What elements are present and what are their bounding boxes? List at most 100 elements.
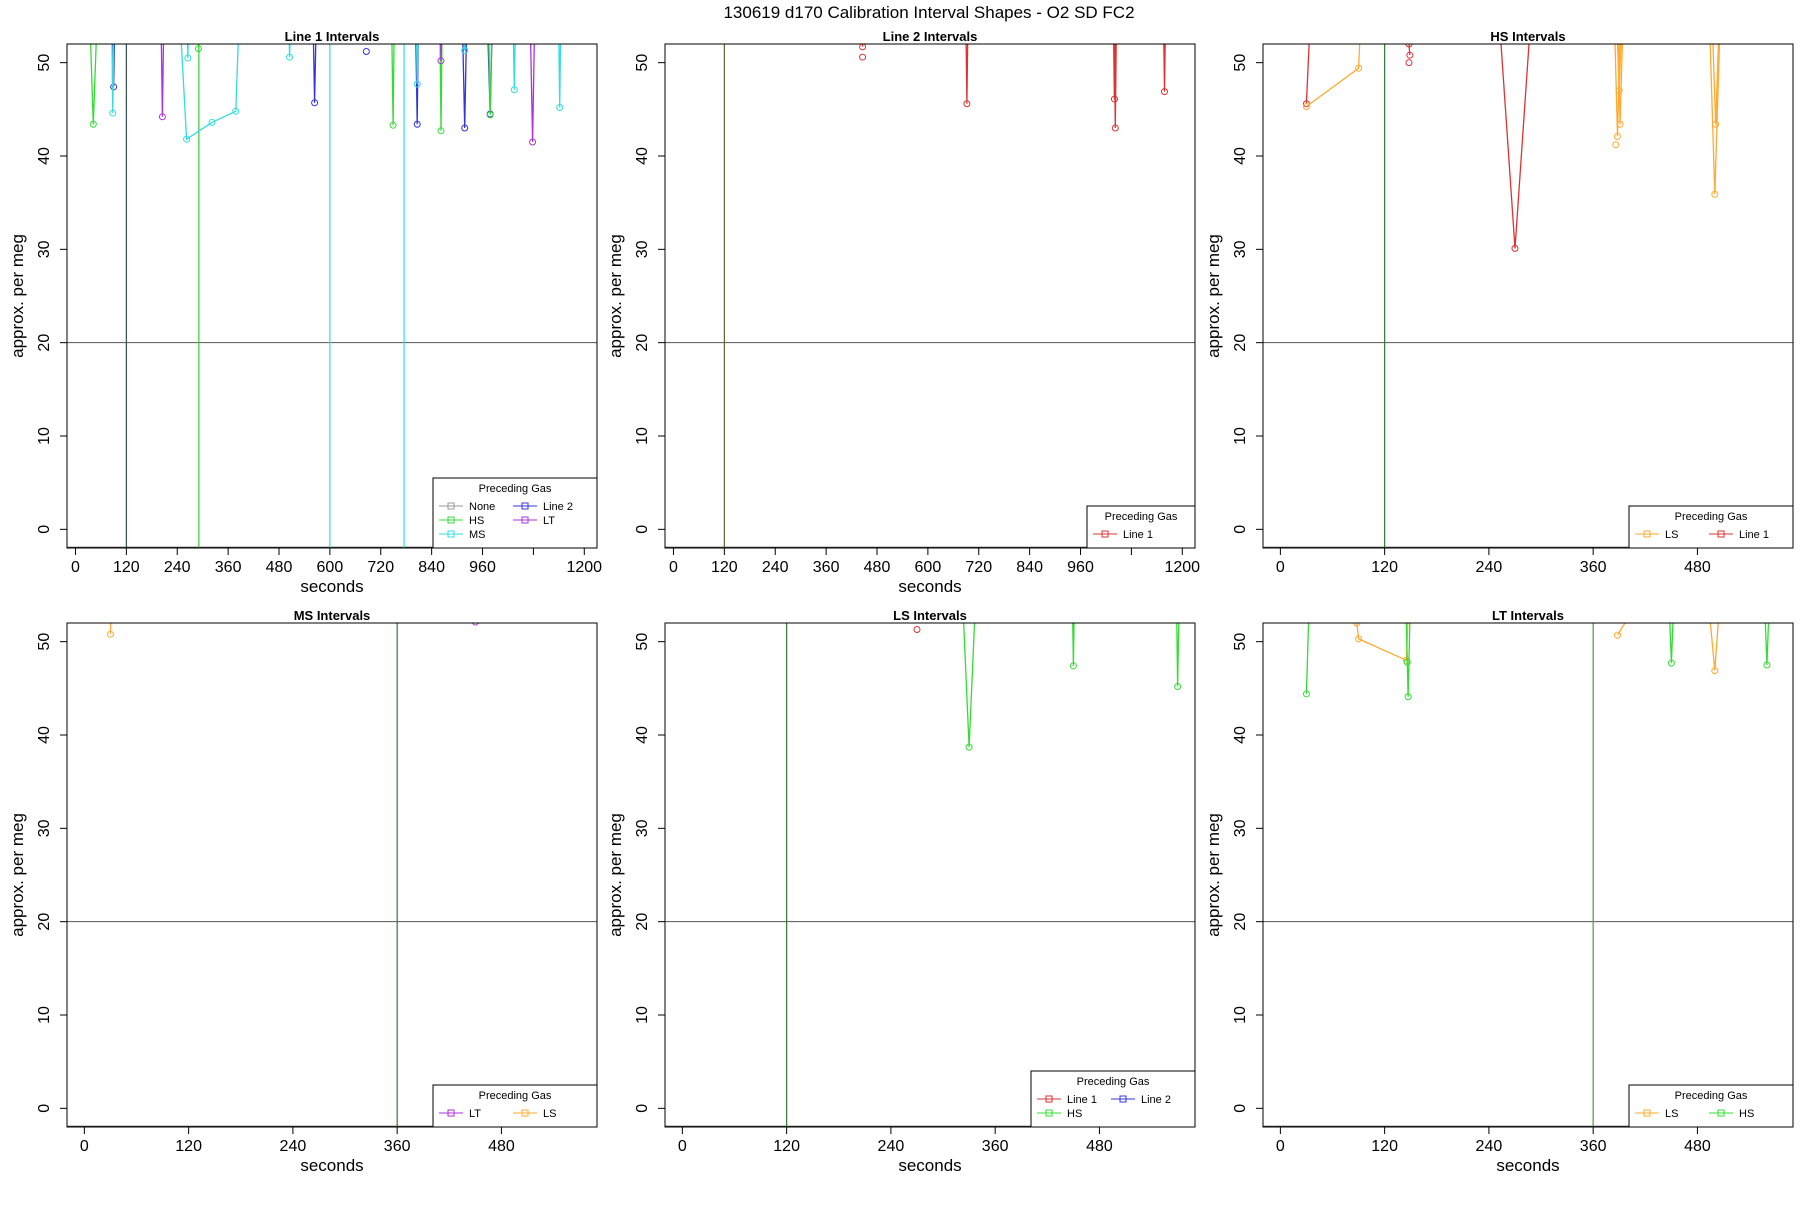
x-tick-label: 960 — [1067, 559, 1094, 576]
series-line — [960, 548, 977, 747]
x-tick-label: 240 — [1476, 1138, 1503, 1155]
x-tick-label: 0 — [1276, 1138, 1285, 1155]
x-tick-label: 0 — [1276, 559, 1285, 576]
y-tick-label: 40 — [36, 726, 53, 744]
x-tick-label: 480 — [864, 559, 891, 576]
legend-label: Line 1 — [1739, 529, 1769, 541]
y-tick-label: 30 — [1232, 819, 1249, 837]
series-line — [1409, 44, 1410, 55]
figure-title: 130619 d170 Calibration Interval Shapes … — [723, 3, 1134, 22]
x-tick-label: 240 — [878, 1138, 905, 1155]
legend-label: None — [469, 501, 495, 513]
legend-label: LT — [469, 1108, 481, 1120]
legend-title: Preceding Gas — [479, 483, 552, 495]
plot-area — [665, 548, 1195, 1127]
y-tick-label: 50 — [36, 54, 53, 72]
x-tick-label: 0 — [669, 559, 678, 576]
series-line — [1163, 0, 1166, 92]
plot-frame — [1263, 623, 1793, 1127]
y-tick-label: 20 — [634, 334, 651, 352]
x-tick-label: 720 — [367, 559, 394, 576]
x-tick-label: 240 — [280, 1138, 307, 1155]
x-tick-label: 480 — [1684, 559, 1711, 576]
y-tick-label: 30 — [634, 240, 651, 258]
x-tick-label: 360 — [1580, 1138, 1607, 1155]
legend-title: Preceding Gas — [479, 1090, 552, 1102]
panel-title: HS Intervals — [1490, 29, 1565, 44]
plot-area — [1263, 0, 1793, 548]
series-line — [529, 0, 535, 142]
panel-title: Line 2 Intervals — [883, 29, 978, 44]
x-tick-label: 840 — [418, 559, 445, 576]
legend-label: HS — [1067, 1108, 1082, 1120]
plot-area — [67, 0, 597, 548]
y-tick-label: 20 — [1232, 913, 1249, 931]
legend-label: Line 1 — [1123, 529, 1153, 541]
y-tick-label: 40 — [634, 147, 651, 165]
x-tick-label: 360 — [813, 559, 840, 576]
x-tick-label: 120 — [1371, 1138, 1398, 1155]
series-line — [88, 0, 99, 124]
x-axis-label: seconds — [300, 1156, 363, 1175]
x-tick-label: 360 — [1580, 559, 1607, 576]
series-line — [177, 0, 241, 139]
y-tick-label: 40 — [36, 147, 53, 165]
y-tick-label: 0 — [1232, 1104, 1249, 1113]
data-point — [472, 619, 478, 625]
series-line — [512, 0, 516, 90]
x-tick-label: 0 — [80, 1138, 89, 1155]
x-tick-label: 720 — [965, 559, 992, 576]
series-line — [463, 0, 466, 51]
legend-label: LS — [543, 1108, 556, 1120]
x-tick-label: 240 — [1476, 559, 1503, 576]
x-tick-label: 840 — [1016, 559, 1043, 576]
y-axis-label: approx. per meg — [1204, 234, 1223, 358]
series-line — [461, 0, 467, 128]
legend-label: LS — [1665, 1108, 1678, 1120]
data-point — [860, 54, 866, 60]
x-tick-label: 1200 — [1164, 559, 1200, 576]
x-tick-label: 240 — [762, 559, 789, 576]
y-axis-label: approx. per meg — [1204, 813, 1223, 937]
series-line — [1667, 548, 1676, 663]
y-tick-label: 30 — [634, 819, 651, 837]
x-tick-label: 120 — [711, 559, 738, 576]
x-tick-label: 0 — [71, 559, 80, 576]
y-tick-label: 20 — [36, 334, 53, 352]
series-line — [1306, 0, 1363, 106]
plot-frame — [67, 44, 597, 548]
legend-title: Preceding Gas — [1077, 1076, 1150, 1088]
x-axis-label: seconds — [898, 1156, 961, 1175]
legend-title: Preceding Gas — [1675, 1090, 1748, 1102]
y-tick-label: 10 — [634, 1006, 651, 1024]
x-tick-label: 360 — [215, 559, 242, 576]
y-tick-label: 0 — [1232, 525, 1249, 534]
series-line — [187, 0, 190, 58]
x-tick-label: 0 — [678, 1138, 687, 1155]
x-axis-label: seconds — [1496, 1156, 1559, 1175]
series-line — [1306, 548, 1310, 694]
plot-frame — [1263, 44, 1793, 548]
x-tick-label: 480 — [1684, 1138, 1711, 1155]
y-tick-label: 0 — [634, 525, 651, 534]
panel-title: LT Intervals — [1492, 608, 1564, 623]
x-tick-label: 120 — [773, 1138, 800, 1155]
x-axis-label: seconds — [300, 577, 363, 596]
data-point — [1406, 60, 1412, 66]
